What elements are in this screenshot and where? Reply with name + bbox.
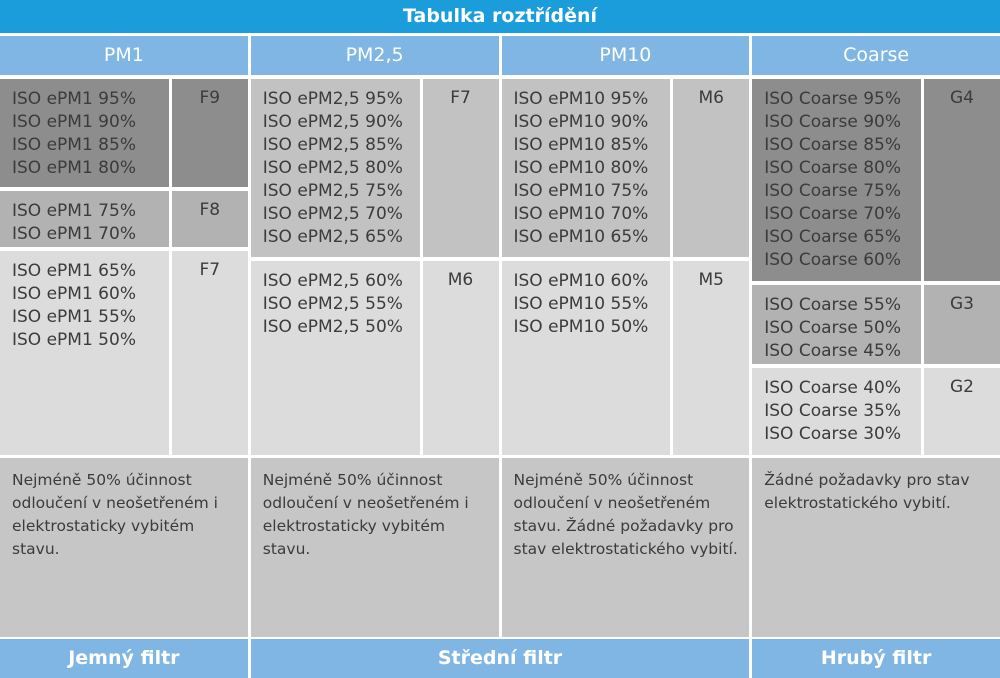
column-pm10: ISO ePM10 95% ISO ePM10 90% ISO ePM10 85% I… bbox=[501, 79, 750, 455]
iso-value: ISO ePM2,5 80% bbox=[262, 158, 403, 178]
iso-value: ISO ePM1 90% bbox=[12, 112, 136, 132]
filter-class-code: F8 bbox=[171, 191, 248, 247]
iso-value: ISO Coarse 65% bbox=[764, 227, 902, 247]
iso-value: ISO ePM10 80% bbox=[513, 158, 649, 178]
iso-value: ISO ePM10 75% bbox=[513, 181, 649, 201]
iso-value: ISO Coarse 55% bbox=[764, 295, 902, 315]
iso-value: ISO ePM2,5 60% bbox=[262, 271, 403, 291]
iso-value: ISO ePM2,5 90% bbox=[262, 112, 403, 132]
note-pm2-5: Nejméně 50% účinnost odloučení v neošetř… bbox=[250, 458, 499, 637]
filter-class-code: M6 bbox=[422, 261, 499, 455]
iso-value: ISO Coarse 60% bbox=[764, 250, 902, 270]
filter-group-g2: ISO Coarse 40% ISO Coarse 35% ISO Coarse 3… bbox=[752, 368, 1000, 455]
iso-value: ISO ePM10 55% bbox=[513, 294, 649, 314]
iso-value: ISO ePM2,5 70% bbox=[262, 204, 403, 224]
iso-list: ISO ePM1 95% ISO ePM1 90% ISO ePM1 85% ISO … bbox=[0, 79, 169, 187]
iso-value: ISO ePM1 80% bbox=[12, 158, 136, 178]
iso-list: ISO ePM1 65% ISO ePM1 60% ISO ePM1 55% ISO … bbox=[0, 251, 169, 455]
footer-label-hruby-filtr: Hrubý filtr bbox=[752, 639, 1000, 678]
filter-class-code: G4 bbox=[924, 79, 1000, 281]
iso-value: ISO ePM2,5 65% bbox=[262, 227, 403, 247]
filter-group-m6: ISO ePM2,5 60% ISO ePM2,5 55% ISO ePM2,5 5… bbox=[250, 261, 499, 455]
iso-value: ISO ePM1 70% bbox=[12, 224, 136, 244]
column-header-pm1: PM1 bbox=[0, 36, 248, 75]
filter-group-f9: ISO ePM1 95% ISO ePM1 90% ISO ePM1 85% ISO … bbox=[0, 79, 248, 187]
iso-value: ISO Coarse 50% bbox=[764, 318, 902, 338]
iso-value: ISO Coarse 75% bbox=[764, 181, 902, 201]
column-header-row: PM1 PM2,5 PM10 Coarse bbox=[0, 36, 1000, 75]
column-header-pm10: PM10 bbox=[501, 36, 750, 75]
filter-class-code: M6 bbox=[673, 79, 750, 257]
iso-value: ISO ePM10 50% bbox=[513, 317, 649, 337]
footer-label-jemny-filtr: Jemný filtr bbox=[0, 639, 248, 678]
column-header-coarse: Coarse bbox=[752, 36, 1000, 75]
iso-value: ISO ePM10 70% bbox=[513, 204, 649, 224]
iso-value: ISO ePM1 85% bbox=[12, 135, 136, 155]
note-pm1: Nejméně 50% účinnost odloučení v neošetř… bbox=[0, 458, 248, 637]
note-coarse: Žádné požadavky pro stav elektrostatické… bbox=[752, 458, 1000, 637]
iso-value: ISO ePM1 60% bbox=[12, 284, 136, 304]
filter-group-f7: ISO ePM1 65% ISO ePM1 60% ISO ePM1 55% ISO … bbox=[0, 251, 248, 455]
column-pm1: ISO ePM1 95% ISO ePM1 90% ISO ePM1 85% ISO … bbox=[0, 79, 248, 455]
iso-value: ISO Coarse 95% bbox=[764, 89, 902, 109]
iso-value: ISO Coarse 35% bbox=[764, 401, 902, 421]
iso-value: ISO ePM1 75% bbox=[12, 201, 136, 221]
filter-class-code: G3 bbox=[924, 285, 1000, 364]
iso-list: ISO Coarse 55% ISO Coarse 50% ISO Coarse 4… bbox=[752, 285, 921, 364]
iso-list: ISO Coarse 40% ISO Coarse 35% ISO Coarse 3… bbox=[752, 368, 921, 455]
iso-value: ISO ePM2,5 75% bbox=[262, 181, 403, 201]
filter-group-f8: ISO ePM1 75% ISO ePM1 70% F8 bbox=[0, 191, 248, 247]
filter-class-code: F7 bbox=[422, 79, 499, 257]
footer-label-stredni-filtr: Střední filtr bbox=[250, 639, 750, 678]
iso-value: ISO Coarse 70% bbox=[764, 204, 902, 224]
iso-value: ISO ePM10 60% bbox=[513, 271, 649, 291]
filter-group-m6: ISO ePM10 95% ISO ePM10 90% ISO ePM10 85% I… bbox=[501, 79, 750, 257]
table-title: Tabulka roztřídění bbox=[0, 0, 1000, 33]
iso-value: ISO ePM1 55% bbox=[12, 307, 136, 327]
filter-class-code: F7 bbox=[171, 251, 248, 455]
filter-class-code: G2 bbox=[924, 368, 1000, 455]
iso-list: ISO ePM1 75% ISO ePM1 70% bbox=[0, 191, 169, 247]
iso-value: ISO Coarse 85% bbox=[764, 135, 902, 155]
footer-row: Jemný filtr Střední filtr Hrubý filtr bbox=[0, 639, 1000, 678]
filter-group-g3: ISO Coarse 55% ISO Coarse 50% ISO Coarse 4… bbox=[752, 285, 1000, 364]
note-pm10: Nejméně 50% účinnost odloučení v neošetř… bbox=[501, 458, 750, 637]
iso-list: ISO ePM2,5 60% ISO ePM2,5 55% ISO ePM2,5 5… bbox=[250, 261, 420, 455]
iso-value: ISO Coarse 40% bbox=[764, 378, 902, 398]
note-row: Nejméně 50% účinnost odloučení v neošetř… bbox=[0, 458, 1000, 637]
iso-value: ISO ePM2,5 85% bbox=[262, 135, 403, 155]
iso-value: ISO ePM10 95% bbox=[513, 89, 649, 109]
iso-value: ISO ePM2,5 55% bbox=[262, 294, 403, 314]
iso-value: ISO ePM2,5 50% bbox=[262, 317, 403, 337]
iso-value: ISO Coarse 80% bbox=[764, 158, 902, 178]
iso-value: ISO ePM1 65% bbox=[12, 261, 136, 281]
iso-value: ISO Coarse 30% bbox=[764, 424, 902, 444]
iso-value: ISO ePM10 85% bbox=[513, 135, 649, 155]
iso-value: ISO ePM10 65% bbox=[513, 227, 649, 247]
filter-class-code: F9 bbox=[171, 79, 248, 187]
column-pm2-5: ISO ePM2,5 95% ISO ePM2,5 90% ISO ePM2,5 8… bbox=[250, 79, 499, 455]
iso-list: ISO ePM2,5 95% ISO ePM2,5 90% ISO ePM2,5 8… bbox=[250, 79, 420, 257]
iso-list: ISO ePM10 60% ISO ePM10 55% ISO ePM10 50% bbox=[501, 261, 671, 455]
column-header-pm2-5: PM2,5 bbox=[250, 36, 499, 75]
iso-value: ISO Coarse 45% bbox=[764, 341, 902, 361]
filter-class-code: M5 bbox=[673, 261, 750, 455]
iso-value: ISO ePM10 90% bbox=[513, 112, 649, 132]
filter-group-f7: ISO ePM2,5 95% ISO ePM2,5 90% ISO ePM2,5 8… bbox=[250, 79, 499, 257]
filter-group-m5: ISO ePM10 60% ISO ePM10 55% ISO ePM10 50% M… bbox=[501, 261, 750, 455]
table-body: ISO ePM1 95% ISO ePM1 90% ISO ePM1 85% ISO … bbox=[0, 79, 1000, 455]
iso-list: ISO ePM10 95% ISO ePM10 90% ISO ePM10 85% I… bbox=[501, 79, 671, 257]
iso-list: ISO Coarse 95% ISO Coarse 90% ISO Coarse 8… bbox=[752, 79, 921, 281]
iso-value: ISO ePM1 50% bbox=[12, 330, 136, 350]
column-coarse: ISO Coarse 95% ISO Coarse 90% ISO Coarse 8… bbox=[752, 79, 1000, 455]
iso-value: ISO ePM1 95% bbox=[12, 89, 136, 109]
iso-value: ISO ePM2,5 95% bbox=[262, 89, 403, 109]
filter-group-g4: ISO Coarse 95% ISO Coarse 90% ISO Coarse 8… bbox=[752, 79, 1000, 281]
iso-value: ISO Coarse 90% bbox=[764, 112, 902, 132]
